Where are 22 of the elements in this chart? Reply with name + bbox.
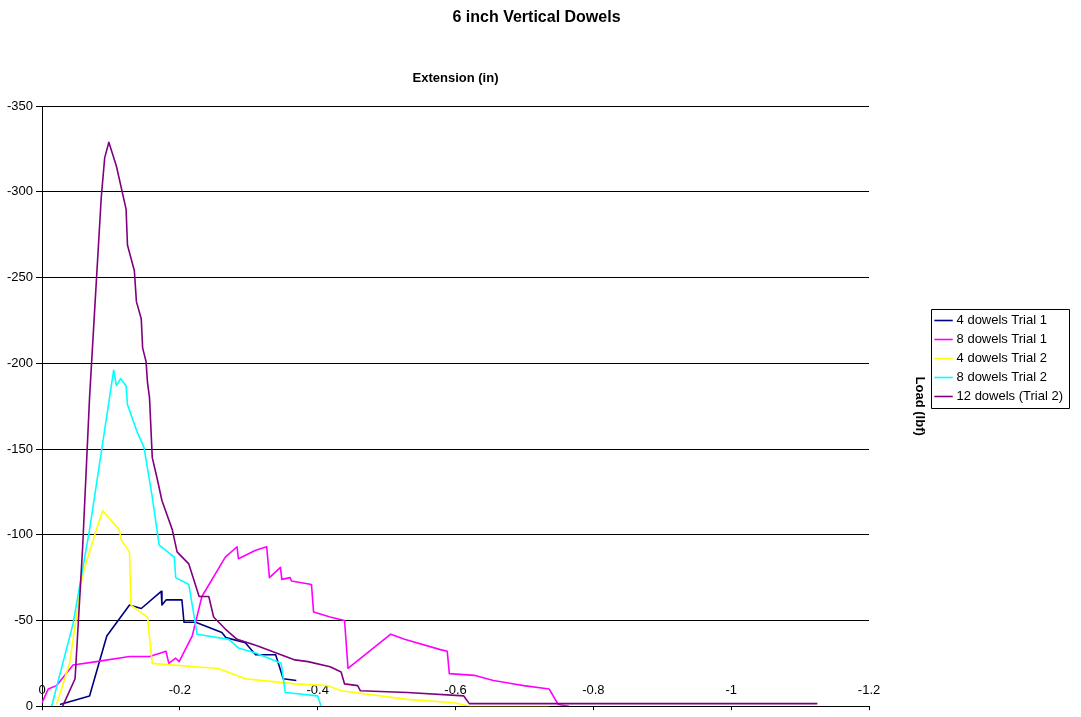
x-tick-label: -1 [725, 681, 737, 697]
legend-label: 8 dowels Trial 1 [956, 331, 1047, 347]
x-tick-label: -0.8 [582, 681, 605, 697]
y-tick-label: -300 [6, 183, 33, 199]
y-axis-title: Load (lbf) [912, 376, 928, 436]
legend-label: 12 dowels (Trial 2) [956, 388, 1064, 404]
x-tick-label: -0.6 [444, 681, 467, 697]
y-tick-label: -200 [6, 354, 33, 370]
x-tick-label: -0.2 [168, 681, 192, 697]
y-tick-label: -350 [6, 97, 33, 113]
x-axis-title: Extension (in) [412, 69, 499, 85]
y-tick-label: -250 [6, 269, 33, 285]
x-tick-label: -1.2 [857, 681, 881, 697]
y-tick-label: -50 [14, 612, 33, 628]
legend-label: 4 dowels Trial 2 [956, 350, 1047, 366]
legend-label: 8 dowels Trial 2 [956, 369, 1047, 385]
y-tick-label: 0 [25, 697, 33, 713]
x-tick-label: -0.4 [306, 681, 329, 697]
y-tick-label: -150 [6, 440, 33, 456]
y-tick-label: -100 [6, 526, 33, 542]
legend-label: 4 dowels Trial 1 [956, 312, 1047, 328]
chart-title: 6 inch Vertical Dowels [452, 8, 621, 26]
